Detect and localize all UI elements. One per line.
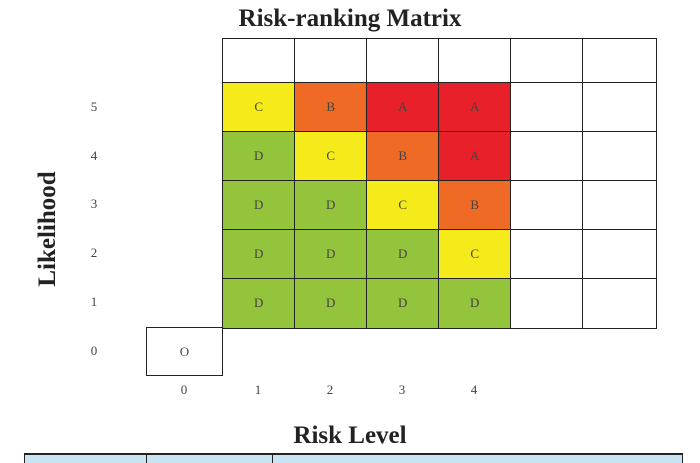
y-tick-label: 0 — [90, 343, 98, 358]
matrix-cell — [510, 82, 584, 133]
matrix-cell: D — [294, 180, 368, 231]
matrix-cell: D — [222, 180, 296, 231]
matrix-cell: C — [366, 180, 440, 231]
x-tick-label: 2 — [326, 382, 334, 397]
matrix-cell — [438, 38, 512, 84]
bar-divider — [272, 455, 273, 463]
y-tick-label: 2 — [90, 245, 98, 260]
matrix-cell: C — [294, 131, 368, 182]
x-tick-label: 3 — [398, 382, 406, 397]
matrix-cell — [294, 38, 368, 84]
matrix-cell — [510, 131, 584, 182]
bar-divider — [146, 455, 147, 463]
x-tick-label: 4 — [470, 382, 478, 397]
matrix-cell — [510, 180, 584, 231]
origin-cell: O — [146, 327, 223, 376]
table-header-bar — [24, 453, 683, 463]
matrix-cell — [582, 229, 657, 280]
matrix-cell — [582, 38, 657, 84]
matrix-cell: D — [366, 229, 440, 280]
x-tick-label: 1 — [254, 382, 262, 397]
matrix-cell — [582, 180, 657, 231]
matrix-cell — [582, 131, 657, 182]
matrix-cell: C — [438, 229, 512, 280]
matrix-cell: D — [438, 278, 512, 329]
matrix-cell — [582, 82, 657, 133]
matrix-cell: A — [366, 82, 440, 133]
x-tick-label: 0 — [180, 382, 188, 397]
matrix-cell: D — [366, 278, 440, 329]
y-tick-label: 5 — [90, 99, 98, 114]
y-tick-label: 1 — [90, 294, 98, 309]
matrix-cell — [582, 278, 657, 329]
matrix-cell — [510, 38, 584, 84]
matrix-cell: A — [438, 131, 512, 182]
matrix-cell: C — [222, 82, 296, 133]
x-axis-label: Risk Level — [293, 422, 407, 449]
matrix-cell — [510, 278, 584, 329]
matrix-cell: A — [438, 82, 512, 133]
matrix-cell: B — [366, 131, 440, 182]
matrix-cell: D — [222, 229, 296, 280]
matrix-cell: D — [294, 229, 368, 280]
matrix-cell: B — [294, 82, 368, 133]
matrix-cell: D — [222, 131, 296, 182]
y-axis-label: Likelihood — [34, 171, 61, 287]
matrix-cell: D — [294, 278, 368, 329]
matrix-cell — [510, 229, 584, 280]
matrix-cell: D — [222, 278, 296, 329]
y-tick-label: 4 — [90, 148, 98, 163]
chart-title: Risk-ranking Matrix — [238, 5, 462, 32]
y-tick-label: 3 — [90, 196, 98, 211]
matrix-cell — [366, 38, 440, 84]
matrix-cell — [222, 38, 296, 84]
matrix-cell: B — [438, 180, 512, 231]
